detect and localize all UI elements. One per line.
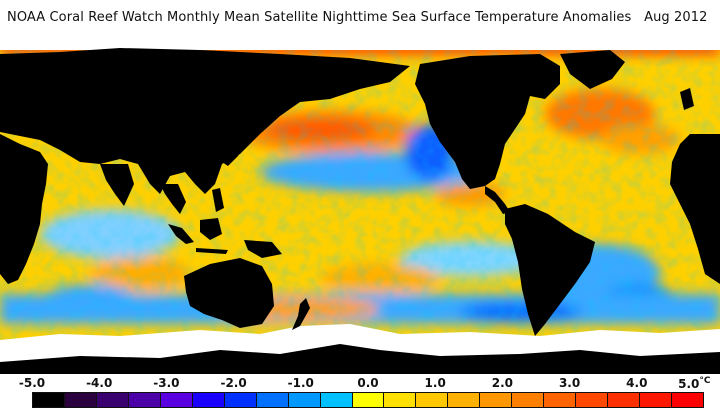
north-america [415, 54, 560, 189]
south-america [505, 204, 595, 336]
title-text: NOAA Coral Reef Watch Monthly Mean Satel… [7, 10, 632, 25]
central-america [485, 186, 510, 214]
colorbar-tick-label: 1.0 [424, 376, 446, 390]
colorbar-tick-label: -4.0 [86, 376, 113, 390]
colorbar-swatch [608, 393, 641, 407]
colorbar-tick-label: 5.0°C [678, 376, 711, 391]
colorbar-swatch [448, 393, 481, 407]
title-date: Aug 2012 [644, 10, 708, 25]
colorbar-swatch [640, 393, 673, 407]
colorbar-swatch [384, 393, 417, 407]
philippines [212, 188, 224, 212]
colorbar-swatch [512, 393, 545, 407]
colorbar-tick-label: -2.0 [220, 376, 247, 390]
colorbar-swatch [160, 393, 193, 407]
figure-title: NOAA Coral Reef Watch Monthly Mean Satel… [7, 10, 708, 25]
new-guinea [244, 240, 282, 258]
madagascar [710, 250, 718, 278]
indochina [160, 184, 186, 214]
africa-east [670, 134, 720, 284]
colorbar-swatch [544, 393, 577, 407]
colorbar-swatch [224, 393, 257, 407]
colorbar-tick-label: 3.0 [558, 376, 581, 390]
colorbar-swatch [352, 393, 385, 407]
colorbar-tick-label: -3.0 [153, 376, 180, 390]
colorbar-tick-label: -5.0 [18, 376, 46, 390]
india [100, 164, 134, 206]
colorbar-swatch [256, 393, 289, 407]
world-sst-anomaly-map [0, 44, 720, 374]
colorbar-swatch [33, 393, 65, 407]
australia [184, 258, 274, 328]
java [196, 248, 228, 254]
british-isles [680, 88, 694, 110]
colorbar-swatch [288, 393, 321, 407]
new-zealand [292, 298, 310, 330]
land-masses [0, 48, 720, 374]
colorbar-swatch [320, 393, 353, 407]
africa [0, 134, 48, 284]
colorbar-tick-label: 2.0 [491, 376, 514, 390]
colorbar-swatch [672, 393, 704, 407]
colorbar-tick-label: -1.0 [287, 376, 314, 390]
colorbar [32, 392, 704, 408]
colorbar-swatch [480, 393, 513, 407]
colorbar-tick-label: 4.0 [626, 376, 648, 390]
eurasia [0, 48, 410, 194]
greenland [560, 50, 625, 89]
sumatra [168, 224, 194, 244]
colorbar-swatch [128, 393, 161, 407]
colorbar-swatch [416, 393, 449, 407]
colorbar-tick-labels: -5.0 -4.0 -3.0 -2.0 -1.0 0.0 1.0 2.0 3.0 4.0 5.0°C [0, 376, 720, 392]
antarctica [0, 344, 720, 374]
borneo [200, 218, 222, 240]
colorbar-tick-label: 0.0 [357, 376, 379, 390]
colorbar-swatch [64, 393, 97, 407]
colorbar-unit: °C [699, 376, 711, 386]
japan [222, 134, 246, 166]
colorbar-swatch [96, 393, 129, 407]
colorbar-swatch [192, 393, 225, 407]
colorbar-swatch [576, 393, 609, 407]
